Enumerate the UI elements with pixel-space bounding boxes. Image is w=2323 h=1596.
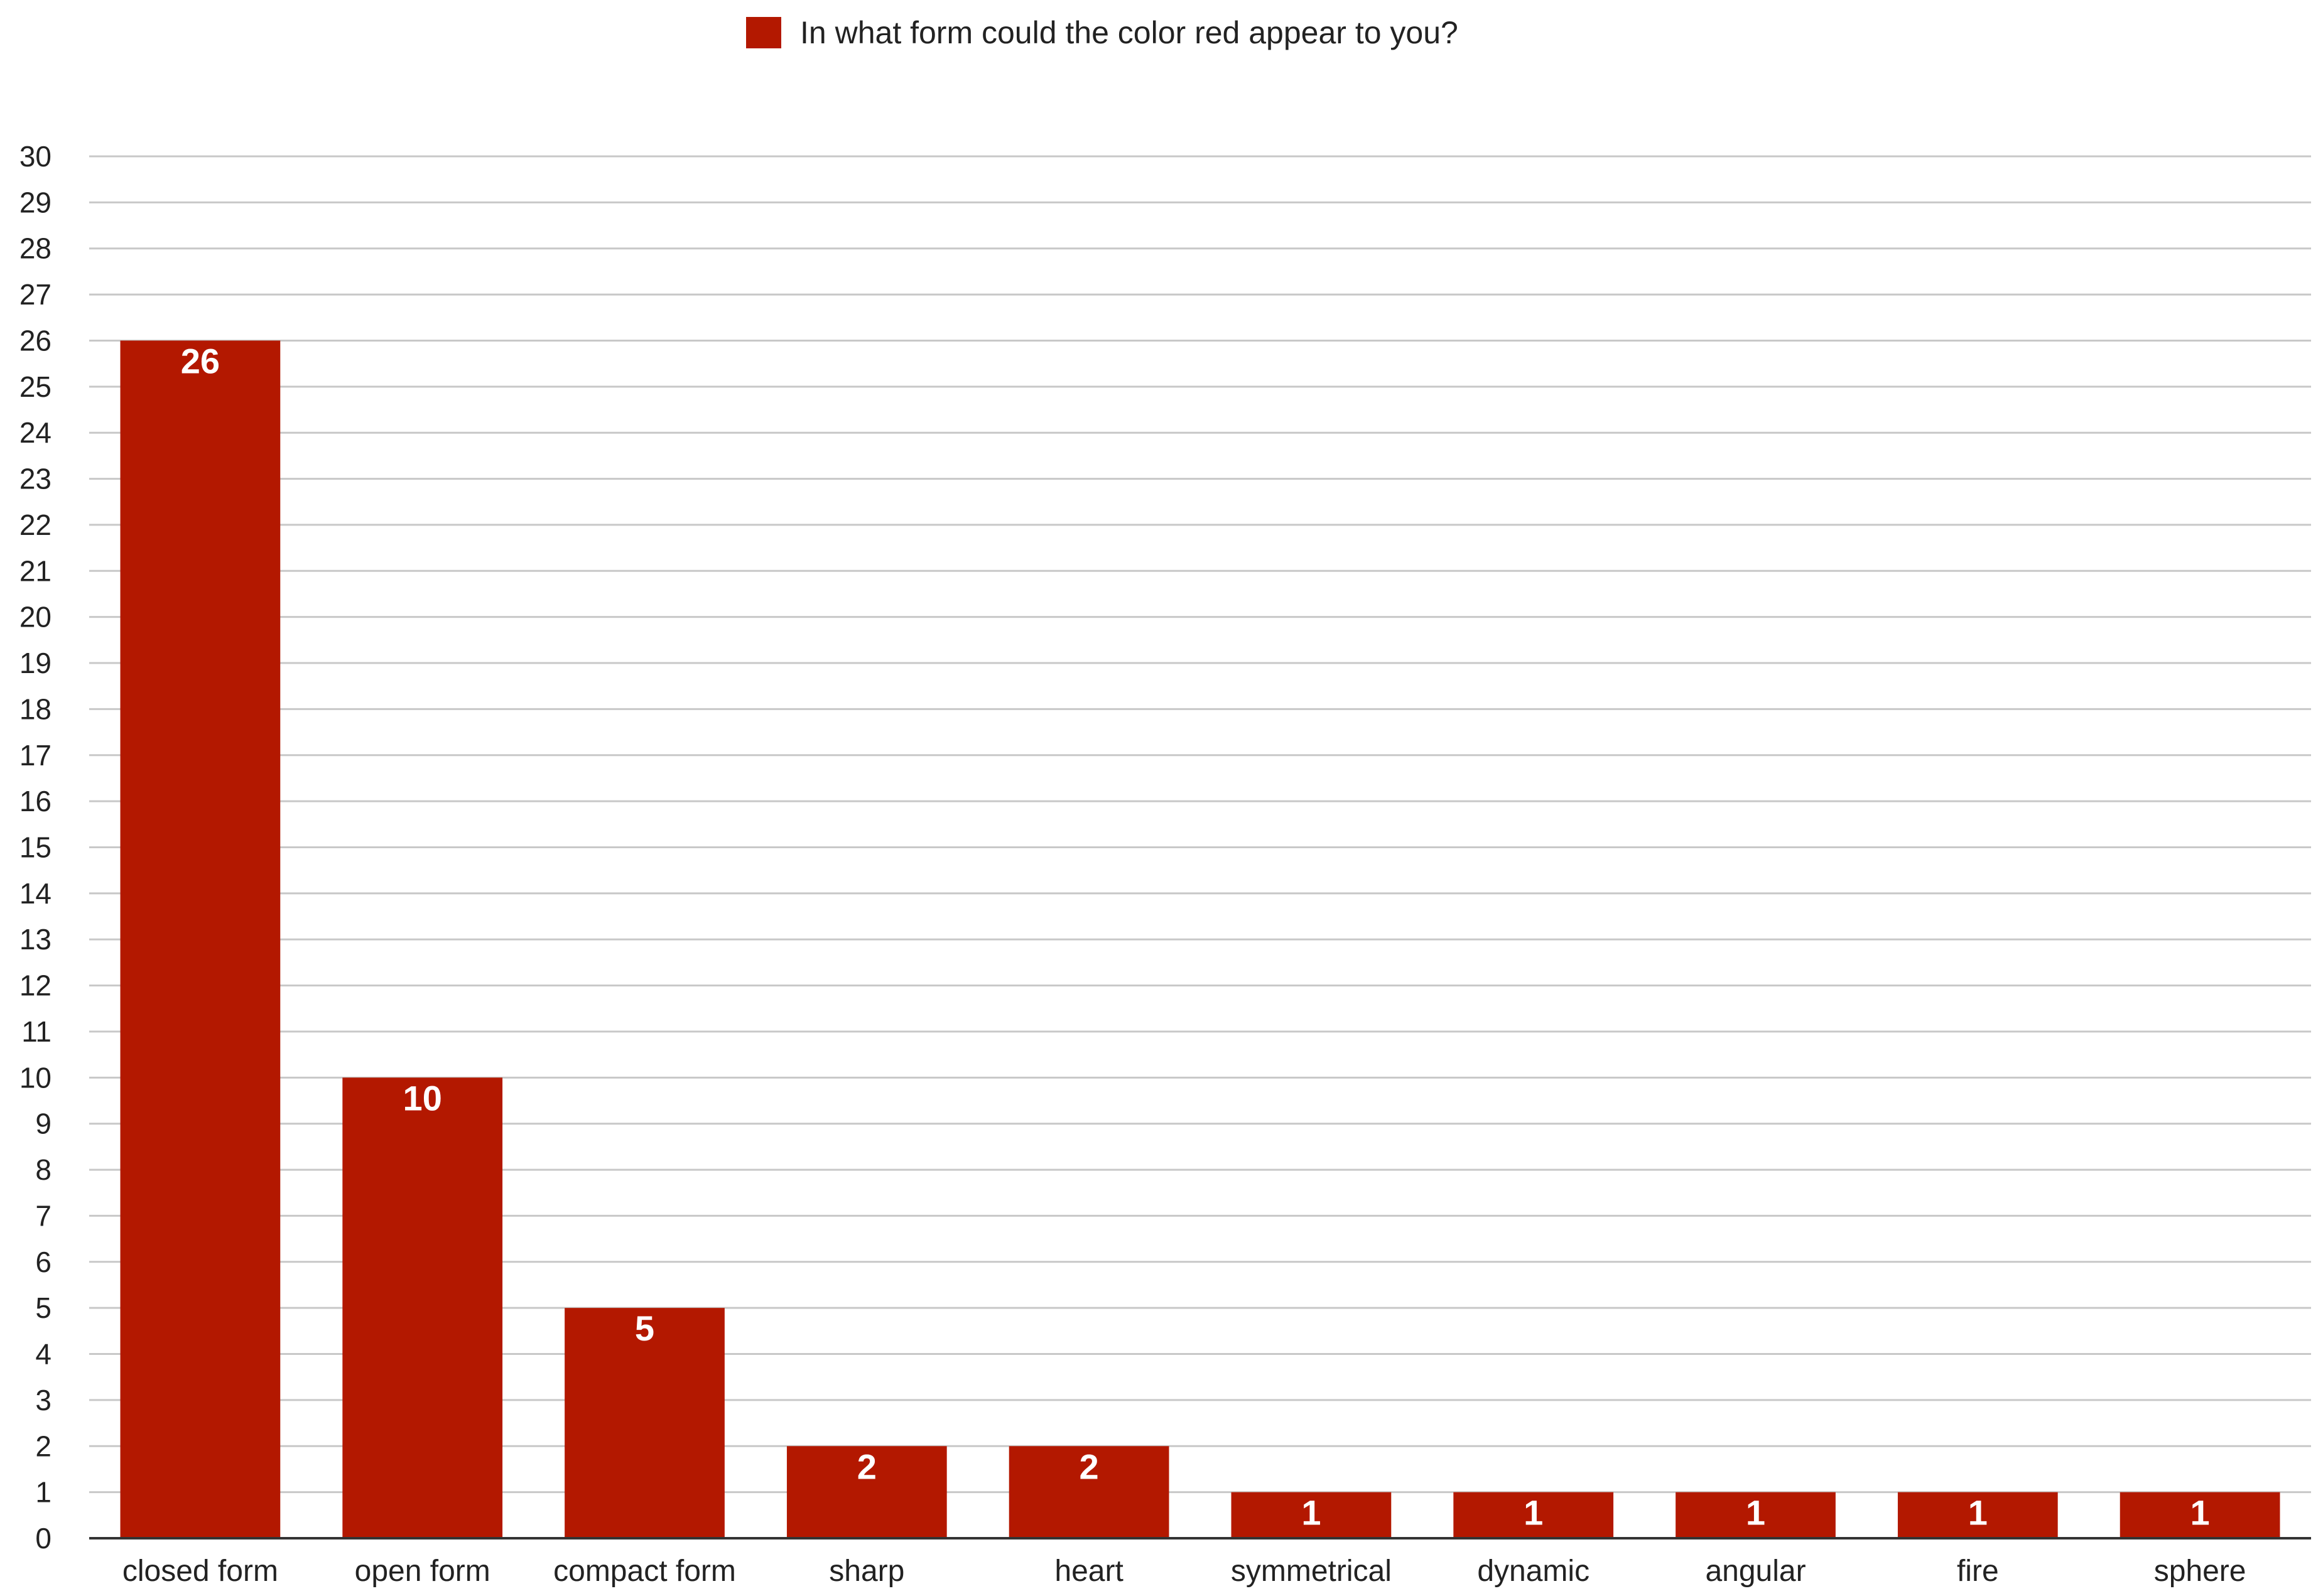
y-tick-label: 27: [19, 278, 51, 311]
data-label: 26: [181, 341, 220, 380]
legend-label: In what form could the color red appear …: [800, 15, 1458, 50]
y-tick-label: 10: [19, 1061, 51, 1094]
y-tick-label: 24: [19, 416, 51, 449]
legend-swatch: [746, 17, 781, 48]
x-axis-ticks: closed form open form compact form sharp hea…: [122, 1555, 2246, 1588]
y-tick-label: 22: [19, 509, 51, 541]
data-label: 1: [1524, 1493, 1543, 1533]
x-tick-label: dynamic: [1477, 1555, 1589, 1588]
y-tick-label: 8: [35, 1153, 51, 1186]
x-tick-label: closed form: [122, 1555, 278, 1588]
y-tick-label: 16: [19, 785, 51, 817]
bar: [342, 1077, 503, 1538]
data-label: 1: [1301, 1493, 1321, 1533]
data-label: 1: [2190, 1493, 2210, 1533]
bar: [565, 1308, 725, 1538]
y-tick-label: 11: [21, 1015, 51, 1048]
data-label: 2: [857, 1447, 877, 1486]
bar: [2120, 1492, 2280, 1538]
bar: [786, 1446, 947, 1538]
x-tick-label: angular: [1705, 1555, 1806, 1588]
x-tick-label: sharp: [829, 1555, 904, 1588]
y-tick-label: 23: [19, 463, 51, 495]
bar: [1676, 1492, 1836, 1538]
y-tick-label: 25: [19, 370, 51, 403]
y-tick-label: 28: [19, 232, 51, 265]
data-label: 1: [1746, 1493, 1765, 1533]
y-tick-label: 6: [35, 1246, 51, 1278]
bar: [1231, 1492, 1392, 1538]
bar: [120, 340, 281, 1538]
x-tick-label: fire: [1957, 1555, 1999, 1588]
data-label: 2: [1080, 1447, 1099, 1486]
y-tick-label: 3: [35, 1384, 51, 1416]
y-tick-label: 18: [19, 693, 51, 725]
bars: [120, 340, 2280, 1538]
y-tick-label: 5: [35, 1291, 51, 1324]
y-tick-label: 12: [19, 969, 51, 1002]
bar: [1453, 1492, 1614, 1538]
legend: In what form could the color red appear …: [746, 14, 1458, 51]
y-tick-label: 9: [35, 1108, 51, 1140]
y-tick-label: 1: [35, 1476, 51, 1509]
y-tick-label: 26: [19, 324, 51, 357]
x-tick-label: heart: [1054, 1555, 1123, 1588]
y-tick-label: 14: [19, 877, 51, 910]
y-tick-label: 19: [19, 647, 51, 679]
y-tick-label: 30: [19, 140, 51, 173]
data-label: 10: [403, 1078, 442, 1118]
bar: [1897, 1492, 2058, 1538]
data-labels: 26 10 5 2 2 1 1 1 1 1: [181, 341, 2210, 1532]
y-tick-label: 13: [19, 923, 51, 956]
y-tick-label: 29: [19, 186, 51, 218]
x-tick-label: sphere: [2154, 1555, 2246, 1588]
y-tick-label: 15: [19, 831, 51, 864]
y-tick-label: 4: [35, 1338, 51, 1371]
y-tick-label: 7: [35, 1199, 51, 1232]
data-label: 5: [635, 1308, 654, 1348]
y-tick-label: 2: [35, 1430, 51, 1462]
x-tick-label: compact form: [553, 1555, 736, 1588]
x-tick-label: symmetrical: [1231, 1555, 1392, 1588]
y-axis-ticks: 0123456789101112131415161718192021222324…: [19, 140, 51, 1555]
data-label: 1: [1968, 1493, 1988, 1533]
bar: [1009, 1446, 1169, 1538]
y-tick-label: 0: [35, 1522, 51, 1555]
y-tick-label: 21: [19, 554, 51, 587]
y-tick-label: 20: [19, 601, 51, 634]
x-tick-label: open form: [355, 1555, 490, 1588]
y-tick-label: 17: [19, 739, 51, 772]
